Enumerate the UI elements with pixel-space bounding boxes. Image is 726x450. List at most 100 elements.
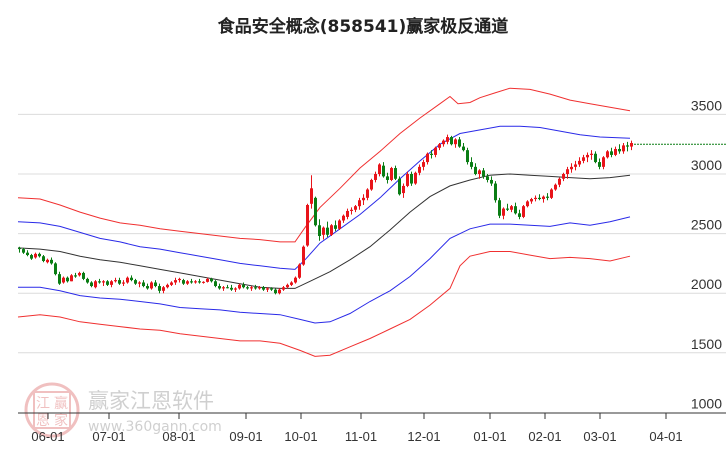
candle-down <box>158 286 161 291</box>
candle-down <box>190 281 193 283</box>
candle-up <box>446 137 449 142</box>
candle-down <box>134 280 137 284</box>
watermark-seal-char: 江 <box>36 396 50 412</box>
candle-up <box>622 145 625 152</box>
candle-down <box>546 196 549 198</box>
candle-down <box>106 281 109 285</box>
candle-up <box>530 199 533 202</box>
candle-down <box>462 146 465 151</box>
candle-up <box>570 166 573 170</box>
candle-down <box>318 225 321 236</box>
candle-up <box>378 164 381 174</box>
y-tick-label: 3500 <box>691 97 722 113</box>
candle-down <box>394 168 397 179</box>
candle-up <box>442 140 445 145</box>
candle-up <box>578 160 581 165</box>
candle-down <box>514 206 517 214</box>
candle-down <box>618 148 621 152</box>
middle-line-line <box>17 173 631 289</box>
watermark-brand: 赢家江恩软件 <box>88 389 214 413</box>
candle-up <box>406 174 409 186</box>
candle-down <box>50 259 53 264</box>
watermark-seal-icon <box>24 382 80 438</box>
candle-up <box>70 275 73 282</box>
candle-down <box>210 278 213 282</box>
x-tick-label: 07-01 <box>92 429 125 444</box>
candle-down <box>154 282 157 287</box>
watermark-url: www.360gann.com <box>88 419 222 435</box>
candle-down <box>482 170 485 177</box>
x-tick-label: 11-01 <box>345 429 377 444</box>
candle-down <box>226 287 229 289</box>
candle-up <box>62 277 65 283</box>
candle-up <box>390 168 393 180</box>
watermark: 江 赢 恩 家 赢家江恩软件 www.360gann.com <box>24 382 222 438</box>
candle-up <box>402 185 405 194</box>
candle-up <box>46 259 49 263</box>
candle-down <box>30 255 33 259</box>
x-tick-label: 12-01 <box>407 429 440 444</box>
candle-up <box>370 179 373 190</box>
candle-down <box>218 286 221 289</box>
candle-up <box>454 139 457 145</box>
candle-down <box>262 287 265 290</box>
candle-down <box>18 247 21 250</box>
candle-up <box>166 284 169 288</box>
candle-down <box>118 280 121 284</box>
candle-up <box>298 264 301 278</box>
candle-down <box>274 289 277 294</box>
candle-down <box>410 174 413 184</box>
candle-up <box>278 289 281 294</box>
candle-up <box>222 287 225 289</box>
candle-down <box>242 284 245 288</box>
candle-up <box>590 153 593 155</box>
candle-up <box>434 147 437 155</box>
candle-down <box>182 280 185 284</box>
candle-up <box>202 281 205 283</box>
candle-down <box>130 277 133 281</box>
candle-up <box>526 201 529 207</box>
x-tick-label: 04-01 <box>649 429 682 444</box>
candle-down <box>58 274 61 284</box>
candle-up <box>478 170 481 174</box>
upper-outer-band-line <box>17 87 631 243</box>
chart-title: 食品安全概念(858541)赢家极反通道 <box>217 17 509 37</box>
candle-down <box>506 208 509 210</box>
candle-up <box>614 148 617 155</box>
candle-up <box>306 204 309 246</box>
candle-down <box>246 287 249 289</box>
candle-up <box>574 164 577 167</box>
x-tick-label: 01-01 <box>473 429 506 444</box>
candle-up <box>78 272 81 276</box>
candle-up <box>150 282 153 289</box>
candle-up <box>126 277 129 283</box>
candle-up <box>418 166 421 173</box>
x-axis: 06-01 07-01 08-01 09-01 10-01 11-01 12-01 01-01… <box>18 412 726 444</box>
candle-up <box>438 144 441 148</box>
candle-up <box>138 282 141 284</box>
candle-up <box>290 282 293 285</box>
channel-lines <box>17 87 631 357</box>
candle-up <box>422 162 425 167</box>
candle-up <box>178 278 181 281</box>
x-tick-label: 03-01 <box>583 429 616 444</box>
candle-up <box>346 210 349 217</box>
candle-up <box>414 172 417 184</box>
candle-up <box>522 206 525 217</box>
candle-up <box>606 151 609 158</box>
candle-up <box>310 188 313 204</box>
candle-up <box>510 206 513 210</box>
candle-up <box>282 287 285 290</box>
candle-down <box>598 162 601 167</box>
candle-up <box>294 277 297 283</box>
x-tick-label: 06-01 <box>31 429 64 444</box>
x-tick-label: 02-01 <box>528 429 561 444</box>
candle-up <box>122 282 125 284</box>
candle-up <box>162 287 165 291</box>
candle-down <box>466 150 469 163</box>
y-tick-label: 1500 <box>691 336 722 352</box>
candle-up <box>558 178 561 185</box>
candle-down <box>626 145 629 147</box>
watermark-seal-char: 赢 <box>54 395 68 412</box>
